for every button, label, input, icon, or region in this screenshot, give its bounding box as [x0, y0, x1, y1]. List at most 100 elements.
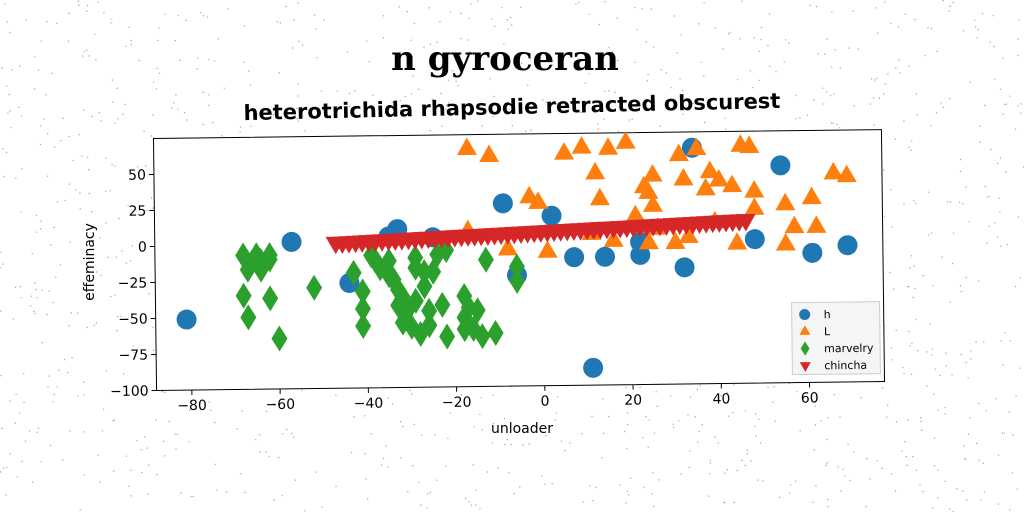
point-chincha	[649, 218, 670, 237]
point-h	[802, 242, 823, 263]
point-marvelry	[509, 267, 526, 294]
point-l	[727, 232, 748, 250]
point-chincha	[729, 214, 750, 232]
x-axis-ticks: −80 −60 −40 −20 0 20 40 60	[177, 382, 819, 414]
y-tick-label: −50	[118, 312, 148, 328]
point-chincha	[715, 214, 736, 233]
y-tick-label: 25	[128, 204, 146, 220]
data-marks	[176, 131, 858, 378]
series-l	[456, 131, 857, 258]
point-l	[642, 194, 663, 212]
point-l	[699, 160, 720, 179]
point-marvelry	[355, 313, 372, 340]
plot-area: −80 −60 −40 −20 0 20 40 60 −100 −75 −50 −25 0 25 50 h…	[110, 129, 886, 414]
point-h	[630, 244, 651, 265]
y-tick-label: 50	[128, 168, 146, 184]
point-h	[492, 193, 513, 214]
legend-label: L	[824, 325, 831, 338]
point-l	[806, 215, 827, 233]
point-chincha	[451, 229, 472, 248]
point-l	[625, 204, 646, 223]
x-tick-label: 20	[624, 393, 642, 409]
point-marvelry	[477, 246, 494, 273]
point-chincha	[371, 234, 392, 252]
point-l	[585, 161, 606, 180]
point-marvelry	[261, 246, 278, 273]
series-marvelry	[235, 237, 526, 352]
point-l	[537, 240, 558, 258]
point-marvelry	[412, 320, 429, 347]
y-tick-label: −25	[118, 276, 148, 292]
point-l	[801, 186, 822, 205]
point-h	[583, 357, 604, 378]
point-marvelry	[407, 287, 424, 314]
point-chincha	[623, 220, 644, 238]
point-chincha	[557, 223, 578, 242]
point-chincha	[398, 232, 419, 251]
point-marvelry	[416, 273, 433, 300]
point-l	[589, 187, 610, 206]
point-chincha	[596, 221, 617, 240]
series-chincha	[325, 213, 756, 255]
point-marvelry	[439, 323, 456, 350]
y-tick-label: −100	[110, 384, 149, 400]
point-l	[639, 231, 660, 250]
point-l	[456, 137, 477, 156]
point-l	[836, 164, 857, 183]
point-h	[595, 246, 616, 267]
point-l	[497, 237, 518, 256]
y-axis-ticks: −100 −75 −50 −25 0 25 50	[110, 168, 157, 400]
point-l	[615, 131, 636, 149]
point-marvelry	[262, 285, 279, 312]
point-chincha	[385, 233, 406, 251]
point-chincha	[490, 227, 511, 246]
x-tick-label: −40	[354, 396, 384, 412]
x-tick-label: 40	[712, 391, 730, 407]
point-marvelry	[345, 259, 362, 286]
point-chincha	[543, 224, 564, 243]
legend-marker	[799, 309, 811, 321]
point-chincha	[424, 231, 445, 249]
point-chincha	[570, 223, 591, 241]
point-l	[775, 192, 796, 211]
legend-label: chincha	[824, 359, 867, 373]
point-chincha	[411, 231, 432, 250]
point-l	[673, 168, 694, 186]
point-l	[528, 191, 549, 210]
point-chincha	[438, 230, 459, 249]
point-l	[571, 136, 592, 154]
point-chincha	[702, 215, 723, 234]
chart-title: n gyroceran	[391, 39, 619, 79]
point-h	[281, 231, 302, 252]
point-l	[642, 164, 663, 182]
chart-subtitle: heterotrichida rhapsodie retracted obscu…	[243, 89, 780, 125]
point-l	[668, 143, 689, 162]
point-chincha	[345, 235, 366, 254]
point-l	[739, 135, 760, 154]
point-l	[744, 180, 765, 198]
point-chincha	[583, 222, 604, 240]
point-marvelry	[239, 256, 256, 283]
point-h	[176, 309, 197, 330]
y-tick-label: 0	[138, 240, 147, 256]
legend-marker	[799, 325, 811, 335]
point-chincha	[477, 228, 498, 246]
point-chincha	[517, 225, 538, 244]
point-marvelry	[469, 297, 486, 324]
point-marvelry	[271, 325, 288, 352]
point-l	[665, 231, 686, 250]
point-chincha	[464, 228, 485, 247]
point-chincha	[530, 225, 551, 243]
point-marvelry	[487, 320, 504, 347]
x-tick-label: 60	[801, 390, 819, 406]
point-l	[823, 161, 844, 180]
x-axis-label: unloader	[491, 421, 553, 437]
point-marvelry	[306, 274, 323, 301]
legend-box	[791, 301, 881, 376]
point-chincha	[662, 217, 683, 236]
y-axis-label: effeminacy	[82, 223, 98, 301]
legend-marker	[799, 362, 811, 372]
point-chincha	[636, 219, 657, 237]
point-l	[775, 233, 796, 251]
